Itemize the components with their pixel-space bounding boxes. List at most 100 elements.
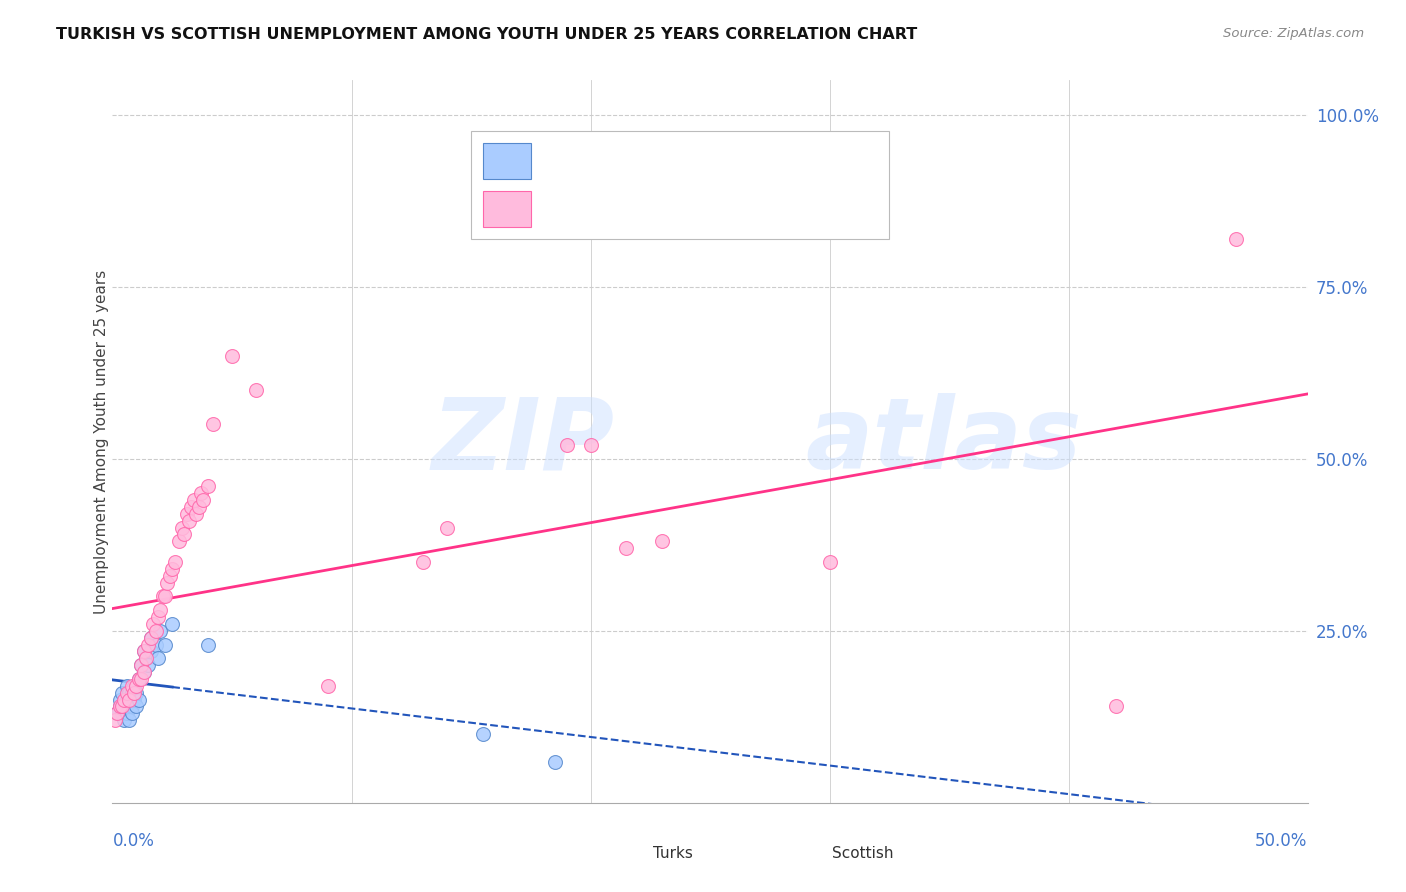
Point xyxy=(139,644,162,658)
Bar xyxy=(614,843,644,864)
Point xyxy=(125,699,148,714)
Point xyxy=(118,692,141,706)
Text: TURKISH VS SCOTTISH UNEMPLOYMENT AMONG YOUTH UNDER 25 YEARS CORRELATION CHART: TURKISH VS SCOTTISH UNEMPLOYMENT AMONG Y… xyxy=(56,27,918,42)
Point xyxy=(132,665,155,679)
Point xyxy=(146,610,169,624)
Point xyxy=(121,679,143,693)
Point xyxy=(153,590,176,604)
Point xyxy=(651,534,673,549)
Point xyxy=(221,349,243,363)
Bar xyxy=(484,143,531,179)
Point xyxy=(132,644,155,658)
Text: 0.0%: 0.0% xyxy=(112,831,155,850)
Point xyxy=(108,699,131,714)
Point xyxy=(180,500,202,514)
Point xyxy=(105,706,128,721)
Point xyxy=(555,438,578,452)
Point xyxy=(139,631,162,645)
Point xyxy=(153,638,176,652)
Point xyxy=(177,514,200,528)
Point xyxy=(818,555,841,569)
Point xyxy=(316,679,339,693)
Point xyxy=(114,692,135,706)
Point xyxy=(129,658,152,673)
Point xyxy=(132,644,155,658)
Point xyxy=(128,672,150,686)
Point xyxy=(122,692,145,706)
Point xyxy=(129,658,152,673)
Point xyxy=(193,493,215,508)
Point xyxy=(121,699,143,714)
Point xyxy=(135,651,157,665)
Point xyxy=(159,568,181,582)
Point xyxy=(145,624,167,638)
Point xyxy=(187,500,209,514)
Point xyxy=(472,727,495,741)
Text: R =  0.590   N = 53: R = 0.590 N = 53 xyxy=(548,200,711,218)
Point xyxy=(111,706,134,721)
Point xyxy=(197,479,219,493)
Bar xyxy=(793,843,824,864)
Point xyxy=(122,686,145,700)
Point xyxy=(128,692,150,706)
Text: Turks: Turks xyxy=(652,846,693,861)
Point xyxy=(156,575,179,590)
Point xyxy=(128,672,150,686)
Point xyxy=(183,493,205,508)
FancyBboxPatch shape xyxy=(471,131,889,239)
Text: 50.0%: 50.0% xyxy=(1256,831,1308,850)
Point xyxy=(115,706,138,721)
Point xyxy=(197,638,219,652)
Point xyxy=(173,527,195,541)
Point xyxy=(142,616,165,631)
Point xyxy=(139,631,162,645)
Point xyxy=(105,706,128,721)
Point xyxy=(162,616,183,631)
Point xyxy=(152,590,174,604)
Point xyxy=(135,651,157,665)
Point xyxy=(118,713,141,727)
Point xyxy=(125,679,148,693)
Point xyxy=(190,486,212,500)
Point xyxy=(1105,699,1128,714)
Point xyxy=(245,383,267,397)
Point xyxy=(163,555,186,569)
Point xyxy=(146,651,169,665)
Point xyxy=(186,507,208,521)
Point xyxy=(111,686,134,700)
Point xyxy=(108,699,131,714)
Point xyxy=(170,520,193,534)
Point xyxy=(111,699,134,714)
Point xyxy=(114,699,135,714)
Point xyxy=(169,534,191,549)
Text: Scottish: Scottish xyxy=(832,846,893,861)
Point xyxy=(129,672,152,686)
Point xyxy=(115,679,138,693)
Point xyxy=(132,665,155,679)
Text: ZIP: ZIP xyxy=(432,393,614,490)
Point xyxy=(543,755,565,769)
Point xyxy=(162,562,183,576)
Point xyxy=(616,541,638,556)
Point xyxy=(121,686,143,700)
Text: Source: ZipAtlas.com: Source: ZipAtlas.com xyxy=(1223,27,1364,40)
Point xyxy=(121,706,143,721)
Point xyxy=(149,624,172,638)
Point xyxy=(412,555,434,569)
Point xyxy=(115,692,138,706)
Point xyxy=(1225,231,1247,245)
Point xyxy=(114,713,135,727)
Point xyxy=(122,679,145,693)
Point xyxy=(436,520,458,534)
Point xyxy=(138,638,160,652)
Point xyxy=(104,713,127,727)
Point xyxy=(108,692,131,706)
Point xyxy=(149,603,172,617)
Point xyxy=(138,658,160,673)
Point xyxy=(579,438,602,452)
Point xyxy=(125,686,148,700)
Text: R = -0.046   N = 36: R = -0.046 N = 36 xyxy=(548,153,711,170)
Text: atlas: atlas xyxy=(806,393,1083,490)
Point xyxy=(115,686,138,700)
Point xyxy=(145,638,167,652)
